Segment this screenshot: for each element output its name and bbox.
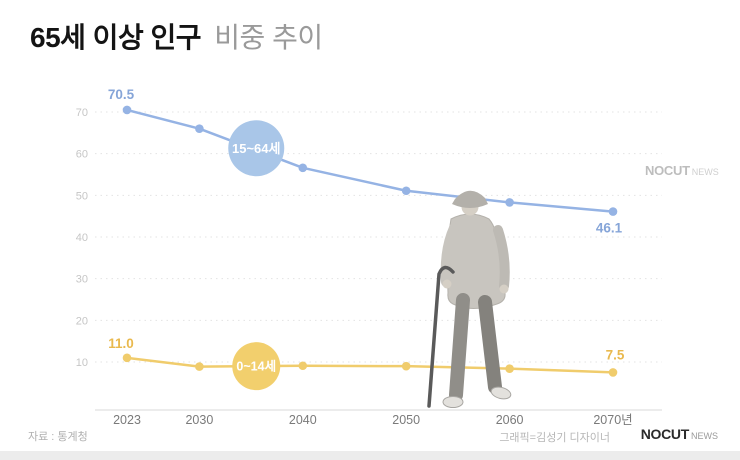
man-left-leg — [449, 293, 470, 402]
data-point — [122, 105, 132, 115]
x-tick-label: 2030 — [185, 413, 213, 427]
y-tick-label: 70 — [76, 107, 88, 119]
series-badge — [228, 120, 285, 177]
x-tick-label: 2040 — [289, 413, 317, 427]
x-tick-label: 2070년 — [593, 413, 632, 427]
title-sub: 비중 추이 — [214, 22, 323, 53]
data-point — [298, 361, 308, 371]
value-label-first: 70.5 — [108, 87, 135, 102]
man-left-hand — [442, 279, 452, 289]
title-main: 65세 이상 인구 — [30, 22, 202, 53]
value-label-last: 46.1 — [596, 221, 623, 236]
nocut-logo-top: NOCUT NEWS — [645, 163, 719, 178]
man-jacket — [446, 213, 506, 309]
elderly-person-illustration — [427, 190, 512, 408]
nocut-logo-bottom-sub: NEWS — [691, 431, 718, 441]
nocut-logo-bottom-main: NOCUT — [640, 426, 690, 442]
man-right-leg — [478, 295, 502, 394]
line-0~14세 — [126, 356, 614, 374]
line-15~64세 — [126, 108, 614, 213]
y-tick-label: 30 — [76, 274, 88, 286]
data-point — [195, 362, 204, 371]
man-cane — [427, 265, 455, 408]
data-point — [298, 163, 308, 173]
data-point — [608, 368, 618, 377]
data-point — [401, 361, 411, 371]
data-point — [505, 364, 514, 373]
value-label-first: 11.0 — [108, 336, 134, 351]
data-point — [608, 207, 618, 216]
man-left-arm — [440, 223, 459, 287]
man-right-arm — [493, 225, 510, 291]
series-badge — [232, 342, 281, 391]
man-right-shoe — [490, 386, 512, 400]
bottom-bar — [0, 451, 740, 460]
x-tick-label: 2050 — [392, 413, 420, 427]
man-left-shoe — [442, 396, 464, 408]
data-point — [401, 186, 411, 196]
data-point — [195, 124, 204, 133]
source-label: 자료 : 통계청 — [28, 431, 88, 443]
y-tick-label: 20 — [76, 315, 88, 327]
data-point — [122, 353, 132, 363]
value-label-last: 7.5 — [606, 347, 625, 362]
y-tick-label: 10 — [76, 357, 88, 369]
credit-label: 그래픽=김성기 디자이너 — [499, 432, 610, 444]
y-tick-label: 50 — [76, 190, 88, 202]
man-cap — [452, 190, 488, 208]
man-right-hand — [499, 284, 509, 294]
series-badge-label: 0~14세 — [236, 359, 276, 374]
x-tick-label: 2060 — [496, 413, 524, 427]
y-tick-label: 60 — [76, 149, 88, 161]
nocut-logo-top-main: NOCUT — [645, 163, 690, 178]
data-point — [505, 198, 514, 207]
y-tick-label: 40 — [76, 232, 88, 244]
nocut-logo-bottom: NOCUT NEWS — [641, 426, 718, 442]
x-tick-label: 2023 — [113, 413, 141, 427]
nocut-logo-top-sub: NEWS — [691, 167, 719, 177]
page-title: 65세 이상 인구 비중 추이 — [30, 16, 323, 56]
series-badge-label: 15~64세 — [232, 141, 280, 156]
